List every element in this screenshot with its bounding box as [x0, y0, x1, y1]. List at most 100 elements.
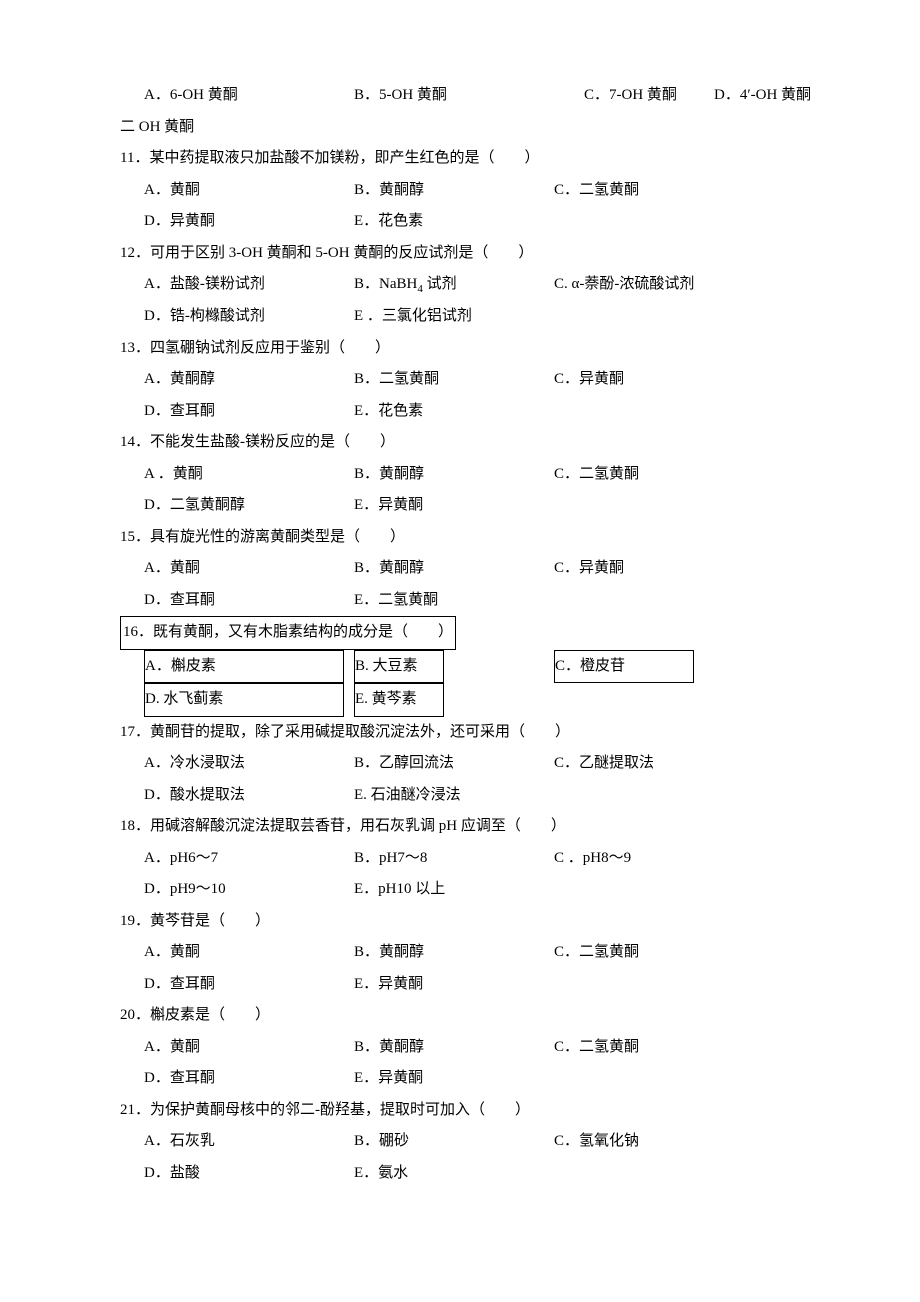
q10-options-row: A．6-OH 黄酮 B．5-OH 黄酮 C．7-OH 黄酮 D．4′-OH 黄酮 [120, 80, 860, 112]
opt-a: A．6-OH 黄酮 [144, 80, 354, 112]
q11-row1: A．黄酮 B．黄酮醇 C．二氢黄酮 [120, 175, 860, 207]
q13-stem: 13．四氢硼钠试剂反应用于鉴别（ ） [120, 333, 860, 365]
opt-b: B．乙醇回流法 [354, 748, 554, 780]
opt-e: E．异黄酮 [354, 1063, 554, 1095]
opt-d: D．异黄酮 [144, 206, 354, 238]
opt-d: D．查耳酮 [144, 1063, 354, 1095]
opt-c: C．二氢黄酮 [554, 459, 714, 491]
q18-row1: A．pH6～7 B．pH7～8 C ．pH8～9 [120, 843, 860, 875]
q21-row2: D．盐酸 E．氨水 [120, 1158, 860, 1190]
q13-row1: A．黄酮醇 B．二氢黄酮 C．异黄酮 [120, 364, 860, 396]
opt-a: A ．黄酮 [144, 459, 354, 491]
q12-stem: 12．可用于区别 3-OH 黄酮和 5-OH 黄酮的反应试剂是（ ） [120, 238, 860, 270]
q17-row1: A．冷水浸取法 B．乙醇回流法 C．乙醚提取法 [120, 748, 860, 780]
opt-c: C ．pH8～9 [554, 843, 714, 875]
q20-row1: A．黄酮 B．黄酮醇 C．二氢黄酮 [120, 1032, 860, 1064]
opt-b: B．硼砂 [354, 1126, 554, 1158]
opt-e: E. 石油醚冷浸法 [354, 780, 554, 812]
opt-c: C. α-萘酚-浓硫酸试剂 [554, 269, 694, 301]
q20-stem: 20．槲皮素是（ ） [120, 1000, 860, 1032]
opt-a: A．黄酮 [144, 175, 354, 207]
opt-c: C．乙醚提取法 [554, 748, 714, 780]
opt-e: E．二氢黄酮 [354, 585, 554, 617]
opt-a: A．槲皮素 [144, 650, 344, 684]
opt-a: A．冷水浸取法 [144, 748, 354, 780]
q15-row2: D．查耳酮 E．二氢黄酮 [120, 585, 860, 617]
opt-b: B．黄酮醇 [354, 1032, 554, 1064]
q12-row1: A．盐酸-镁粉试剂 B．NaBH4 试剂 C. α-萘酚-浓硫酸试剂 [120, 269, 860, 301]
q16-row2: D. 水飞蓟素 E. 黄芩素 [120, 683, 860, 717]
opt-c: C．异黄酮 [554, 553, 714, 585]
opt-e: E．异黄酮 [354, 490, 554, 522]
opt-e: E．氨水 [354, 1158, 554, 1190]
q14-row1: A ．黄酮 B．黄酮醇 C．二氢黄酮 [120, 459, 860, 491]
q17-stem: 17．黄酮苷的提取，除了采用碱提取酸沉淀法外，还可采用（ ） [120, 717, 860, 749]
q11-stem: 11．某中药提取液只加盐酸不加镁粉，即产生红色的是（ ） [120, 143, 860, 175]
opt-d: D．锆-枸橼酸试剂 [144, 301, 354, 333]
opt-b: B．pH7～8 [354, 843, 554, 875]
q18-row2: D．pH9～10 E．pH10 以上 [120, 874, 860, 906]
opt-b: B．黄酮醇 [354, 459, 554, 491]
opt-e: E. 黄芩素 [354, 683, 444, 717]
q21-stem: 21．为保护黄酮母核中的邻二-酚羟基，提取时可加入（ ） [120, 1095, 860, 1127]
opt-d: D．查耳酮 [144, 969, 354, 1001]
opt-c: C．橙皮苷 [554, 650, 694, 684]
q16-stem-wrap: 16．既有黄酮，又有木脂素结构的成分是（ ） [120, 616, 860, 650]
opt-a: A．黄酮 [144, 937, 354, 969]
opt-c: C．二氢黄酮 [554, 1032, 714, 1064]
opt-a: A．黄酮 [144, 1032, 354, 1064]
q19-row1: A．黄酮 B．黄酮醇 C．二氢黄酮 [120, 937, 860, 969]
q13-row2: D．查耳酮 E．花色素 [120, 396, 860, 428]
q14-row2: D．二氢黄酮醇 E．异黄酮 [120, 490, 860, 522]
q16-stem-box: 16．既有黄酮，又有木脂素结构的成分是（ ） [120, 616, 456, 650]
opt-a: A．pH6～7 [144, 843, 354, 875]
opt-e-wrap: E. 黄芩素 [354, 683, 554, 717]
opt-e: E．pH10 以上 [354, 874, 554, 906]
opt-b: B．5-OH 黄酮 [354, 80, 584, 112]
opt-c: C．异黄酮 [554, 364, 714, 396]
opt-e: E ．三氯化铝试剂 [354, 301, 554, 333]
opt-b: B．二氢黄酮 [354, 364, 554, 396]
opt-c: C．7-OH 黄酮 [584, 80, 714, 112]
opt-b: B．NaBH4 试剂 [354, 269, 554, 301]
q15-row1: A．黄酮 B．黄酮醇 C．异黄酮 [120, 553, 860, 585]
opt-a-wrap: A．槲皮素 [144, 650, 354, 684]
opt-c-wrap: C．橙皮苷 [554, 650, 714, 684]
q19-stem: 19．黄芩苷是（ ） [120, 906, 860, 938]
opt-d: D．查耳酮 [144, 396, 354, 428]
q12-row2: D．锆-枸橼酸试剂 E ．三氯化铝试剂 [120, 301, 860, 333]
opt-b: B．黄酮醇 [354, 937, 554, 969]
q17-row2: D．酸水提取法 E. 石油醚冷浸法 [120, 780, 860, 812]
opt-d: D．盐酸 [144, 1158, 354, 1190]
opt-d: D. 水飞蓟素 [144, 683, 344, 717]
opt-b-wrap: B. 大豆素 [354, 650, 554, 684]
opt-d: D．4′-OH 黄酮 [714, 80, 811, 112]
opt-a: A．盐酸-镁粉试剂 [144, 269, 354, 301]
opt-b: B. 大豆素 [354, 650, 444, 684]
opt-d: D．二氢黄酮醇 [144, 490, 354, 522]
opt-c: C．氢氧化钠 [554, 1126, 714, 1158]
opt-d-wrap: D. 水飞蓟素 [144, 683, 354, 717]
opt-c: C．二氢黄酮 [554, 937, 714, 969]
opt-c: C．二氢黄酮 [554, 175, 714, 207]
opt-e: E．花色素 [354, 396, 554, 428]
opt-d: D．pH9～10 [144, 874, 354, 906]
q21-row1: A．石灰乳 B．硼砂 C．氢氧化钠 [120, 1126, 860, 1158]
q18-stem: 18．用碱溶解酸沉淀法提取芸香苷，用石灰乳调 pH 应调至（ ） [120, 811, 860, 843]
opt-e: E．花色素 [354, 206, 554, 238]
opt-d: D．酸水提取法 [144, 780, 354, 812]
opt-d: D．查耳酮 [144, 585, 354, 617]
opt-e: E．异黄酮 [354, 969, 554, 1001]
opt-a: A．黄酮醇 [144, 364, 354, 396]
q11-row2: D．异黄酮 E．花色素 [120, 206, 860, 238]
q15-stem: 15．具有旋光性的游离黄酮类型是（ ） [120, 522, 860, 554]
opt-b: B．黄酮醇 [354, 175, 554, 207]
q14-stem: 14．不能发生盐酸-镁粉反应的是（ ） [120, 427, 860, 459]
q19-row2: D．查耳酮 E．异黄酮 [120, 969, 860, 1001]
q16-row1: A．槲皮素 B. 大豆素 C．橙皮苷 [120, 650, 860, 684]
q10-tail: 二 OH 黄酮 [120, 112, 860, 144]
q20-row2: D．查耳酮 E．异黄酮 [120, 1063, 860, 1095]
opt-a: A．黄酮 [144, 553, 354, 585]
opt-b: B．黄酮醇 [354, 553, 554, 585]
opt-a: A．石灰乳 [144, 1126, 354, 1158]
